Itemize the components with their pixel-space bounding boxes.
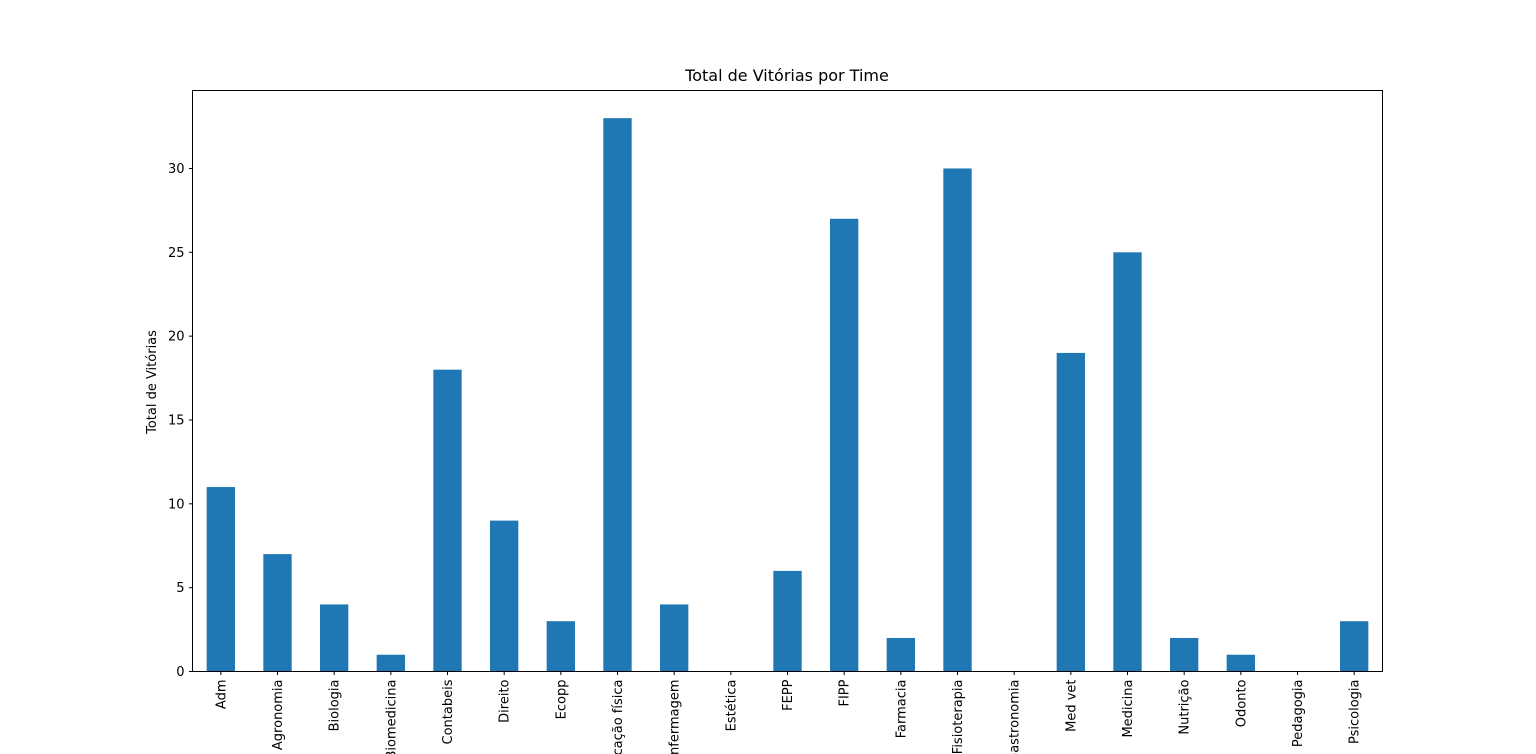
x-tick-label: Ecopp xyxy=(554,680,569,720)
x-tick-label: Med vet xyxy=(1064,680,1079,732)
x-tick-label: Agronomia xyxy=(271,680,286,751)
y-tick-label: 25 xyxy=(168,246,185,261)
x-tick-label: Odonto xyxy=(1234,679,1249,727)
bars-layer xyxy=(206,118,1369,672)
bar-13 xyxy=(943,168,972,672)
bar-0 xyxy=(206,487,235,672)
x-tick-label: Fisioterapia xyxy=(951,680,966,754)
x-tick-label: Biomedicina xyxy=(384,680,399,754)
x-tick-label: Gastronomia xyxy=(1008,680,1023,754)
bar-3 xyxy=(376,654,405,672)
x-tick-label: Medicina xyxy=(1121,680,1136,738)
y-axis-ticks: 0 5 10 15 20 25 30 xyxy=(168,162,193,680)
x-tick-label: Direito xyxy=(498,679,513,722)
bar-15 xyxy=(1056,352,1085,672)
bar-7 xyxy=(603,118,632,672)
x-tick-label: Estética xyxy=(724,680,739,732)
y-tick-label: 30 xyxy=(168,162,185,177)
x-tick-label: Contabeis xyxy=(441,679,456,744)
x-tick-label: FEPP xyxy=(781,679,796,711)
y-axis-label: Total de Vitórias xyxy=(145,330,160,435)
x-tick-label: Enfermagem xyxy=(668,680,683,754)
bar-11 xyxy=(830,218,859,672)
bar-8 xyxy=(660,604,689,672)
chart-title: Total de Vitórias por Time xyxy=(684,66,889,85)
y-tick-label: 0 xyxy=(176,665,184,680)
bar-18 xyxy=(1226,654,1255,672)
x-tick-label: Educação física xyxy=(611,680,626,754)
x-tick-label: Biologia xyxy=(328,680,343,732)
y-tick-label: 5 xyxy=(176,581,184,596)
plot-area-frame xyxy=(192,90,1383,672)
bar-17 xyxy=(1170,637,1199,672)
x-axis-ticks: Adm Agronomia Biologia Biomedicina Contabeis… xyxy=(214,671,1363,754)
bar-2 xyxy=(320,604,349,672)
bar-20 xyxy=(1340,621,1369,672)
y-tick-label: 15 xyxy=(168,413,185,428)
bar-6 xyxy=(546,621,575,672)
bar-5 xyxy=(490,520,519,672)
x-tick-label: Nutrição xyxy=(1178,679,1193,734)
x-tick-label: FIPP xyxy=(838,679,853,706)
x-tick-label: Adm xyxy=(214,680,229,710)
bar-1 xyxy=(263,554,292,672)
x-tick-label: Psicologia xyxy=(1348,680,1363,745)
bar-12 xyxy=(886,637,915,672)
bar-10 xyxy=(773,570,802,672)
y-tick-label: 10 xyxy=(168,497,185,512)
x-tick-label: Pedagogia xyxy=(1291,680,1306,748)
y-tick-label: 20 xyxy=(168,330,185,345)
x-tick-label: Farmacia xyxy=(894,680,909,739)
bar-16 xyxy=(1113,252,1142,672)
bar-4 xyxy=(433,369,462,672)
